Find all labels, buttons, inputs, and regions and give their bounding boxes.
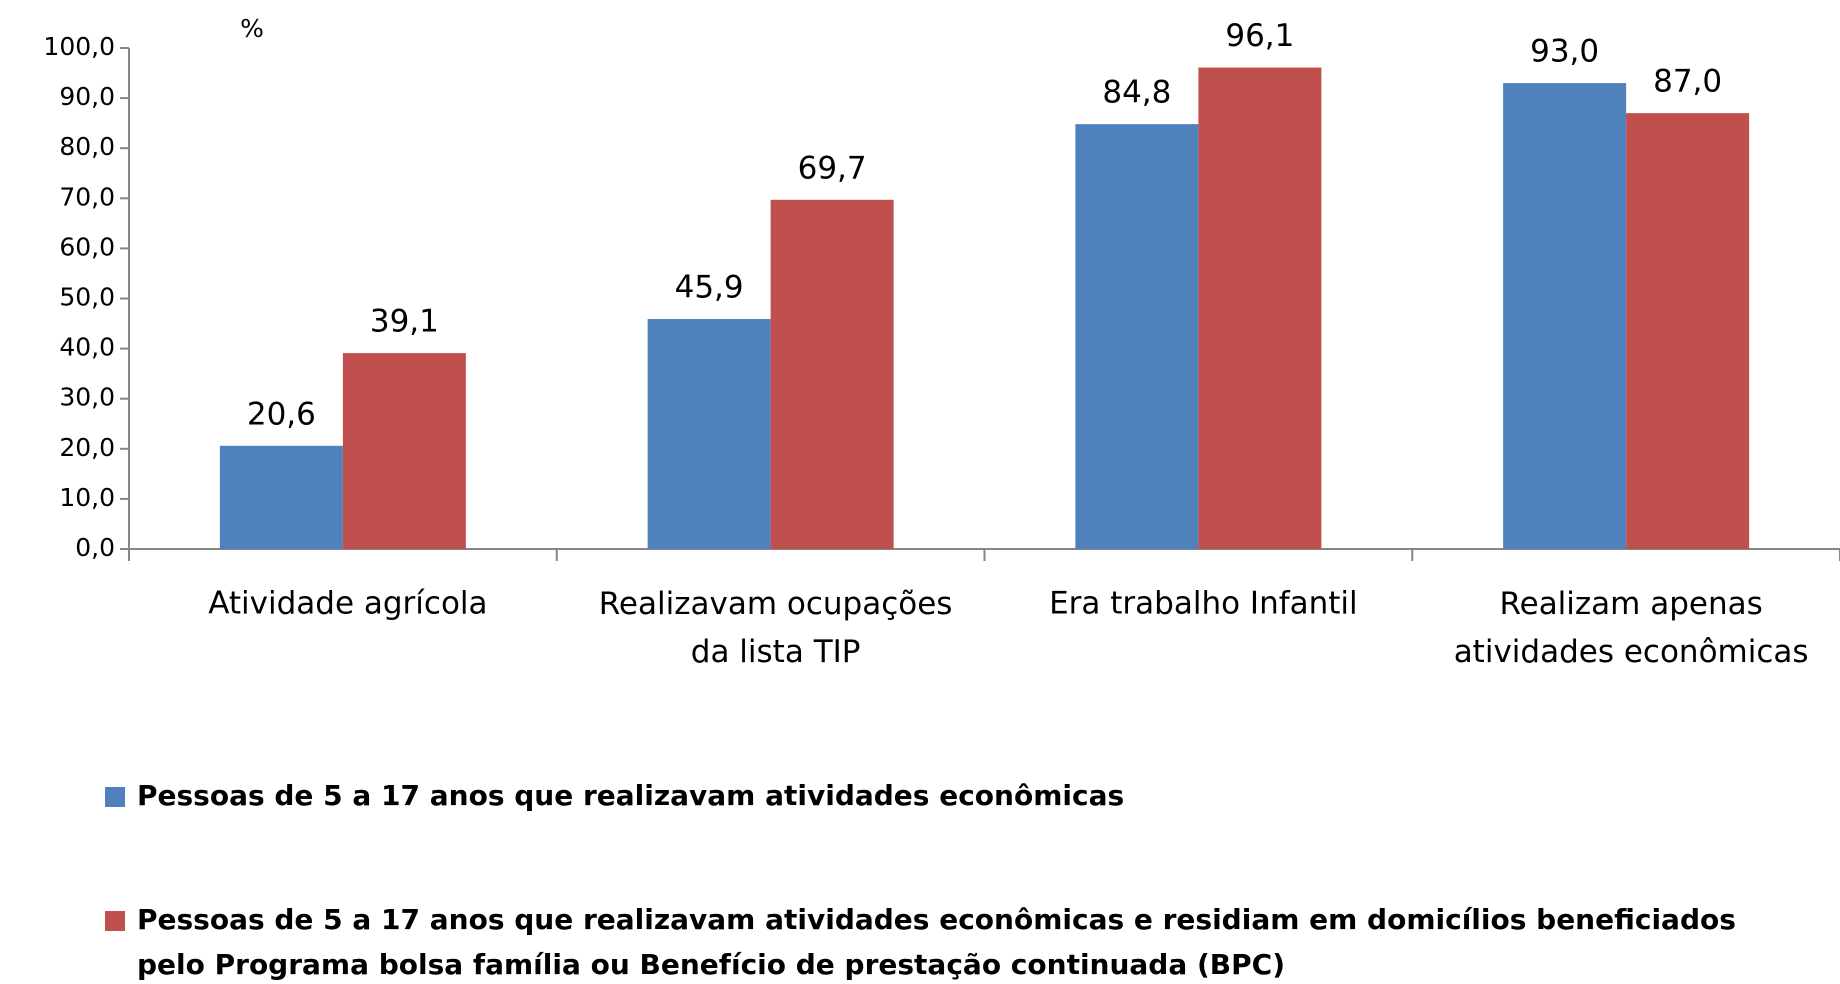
legend-label: Pessoas de 5 a 17 anos que realizavam at… [137, 779, 1124, 812]
y-tick-label: 80,0 [59, 132, 115, 161]
y-tick-label: 100,0 [43, 32, 115, 61]
data-label: 45,9 [675, 270, 744, 306]
data-label: 20,6 [247, 396, 316, 432]
legend-label: Pessoas de 5 a 17 anos que realizavam at… [137, 903, 1736, 981]
y-tick-label: 70,0 [59, 182, 115, 211]
y-tick-label: 90,0 [59, 82, 115, 111]
bar [1503, 83, 1627, 549]
y-tick-label: 60,0 [59, 232, 115, 261]
y-tick-label: 20,0 [59, 433, 115, 462]
bar [770, 199, 894, 550]
data-label: 87,0 [1653, 64, 1722, 100]
bar [219, 445, 343, 549]
x-tick-label: Realizam apenas atividades econômicas [1454, 586, 1809, 670]
bar [342, 353, 466, 549]
bar [1626, 113, 1750, 549]
y-tick-label: 30,0 [59, 383, 115, 412]
data-label: 84,8 [1102, 75, 1171, 111]
x-tick-label: Realizavam ocupações da lista TIP [599, 586, 953, 670]
y-tick-label: 0,0 [75, 533, 115, 562]
legend-swatch [105, 787, 125, 807]
bar [1075, 124, 1199, 549]
y-tick-label: 40,0 [59, 333, 115, 362]
data-label: 93,0 [1530, 34, 1599, 70]
y-tick-label: 50,0 [59, 283, 115, 312]
bar [1198, 67, 1322, 549]
x-tick-label: Era trabalho Infantil [1049, 586, 1358, 622]
bar [647, 319, 771, 549]
data-label: 96,1 [1225, 18, 1294, 54]
y-axis-label: % [240, 14, 264, 43]
legend-swatch [105, 911, 125, 931]
data-label: 69,7 [798, 150, 867, 186]
y-tick-label: 10,0 [59, 483, 115, 512]
x-tick-label: Atividade agrícola [208, 586, 487, 622]
data-label: 39,1 [370, 304, 439, 340]
